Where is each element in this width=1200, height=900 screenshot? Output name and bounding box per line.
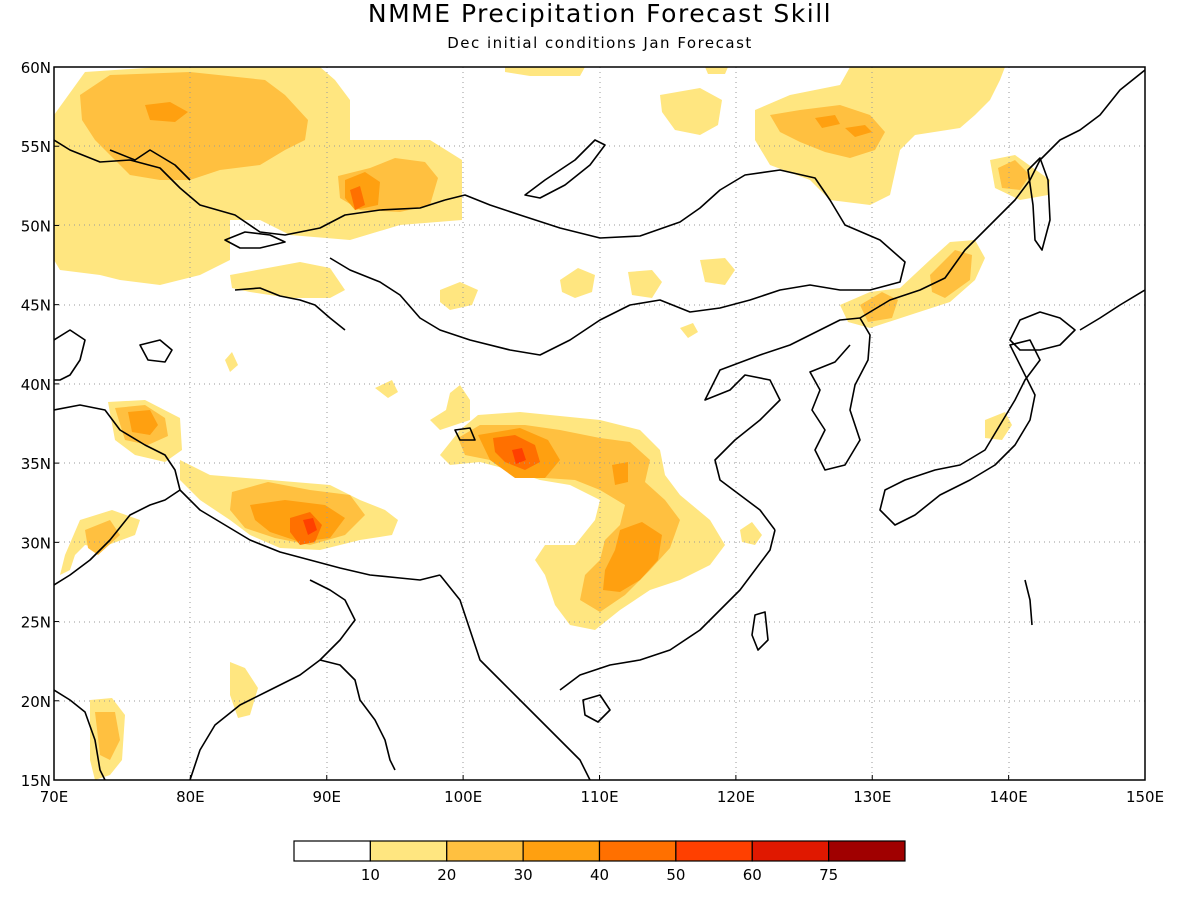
colorbar: 10 20 30 40 50 60 75 [293,840,906,884]
lon-tick-label: 80E [176,788,205,806]
colorbar-label: 50 [666,866,685,884]
map-title: NMME Precipitation Forecast Skill [367,0,833,28]
colorbar-label: 30 [514,866,533,884]
colorbar-swatch [598,840,677,862]
lon-axis: 70E 80E 90E 100E 110E 120E 130E 140E 150E [40,775,1164,806]
colorbar-swatch [369,840,448,862]
lon-tick-label: 70E [40,788,69,806]
lat-tick-label: 15N [21,772,51,790]
lat-tick-label: 45N [21,297,51,315]
colorbar-swatch [675,840,753,862]
lon-tick-label: 150E [1126,788,1164,806]
lon-tick-label: 90E [312,788,341,806]
colorbar-label: 20 [437,866,456,884]
lon-tick-label: 110E [580,788,618,806]
lon-tick-label: 100E [444,788,482,806]
lon-tick-label: 130E [853,788,891,806]
lat-tick-label: 30N [21,534,51,552]
colorbar-label: 10 [361,866,380,884]
grid-lines [54,67,1145,780]
lat-tick-label: 20N [21,693,51,711]
lon-tick-label: 140E [990,788,1028,806]
lat-tick-label: 40N [21,376,51,394]
lat-tick-label: 25N [21,614,51,632]
skill-50-60-contours [303,448,526,535]
map-subtitle: Dec initial conditions Jan Forecast [447,34,753,52]
lat-tick-label: 60N [21,59,51,77]
colorbar-swatch [751,840,830,862]
colorbar-swatch [828,840,906,862]
lat-axis: 15N 20N 25N 30N 35N 40N 45N 50N 55N 60N [21,59,59,790]
colorbar-swatch [522,840,601,862]
lon-tick-label: 120E [717,788,755,806]
colorbar-swatch [293,840,371,862]
lat-tick-label: 55N [21,138,51,156]
colorbar-swatch [446,840,524,862]
lat-tick-label: 50N [21,217,51,235]
skill-shading [54,67,1145,780]
lat-tick-label: 35N [21,455,51,473]
colorbar-label: 60 [743,866,762,884]
coastlines-borders [54,69,1145,780]
colorbar-label: 75 [819,866,838,884]
colorbar-label: 40 [590,866,609,884]
